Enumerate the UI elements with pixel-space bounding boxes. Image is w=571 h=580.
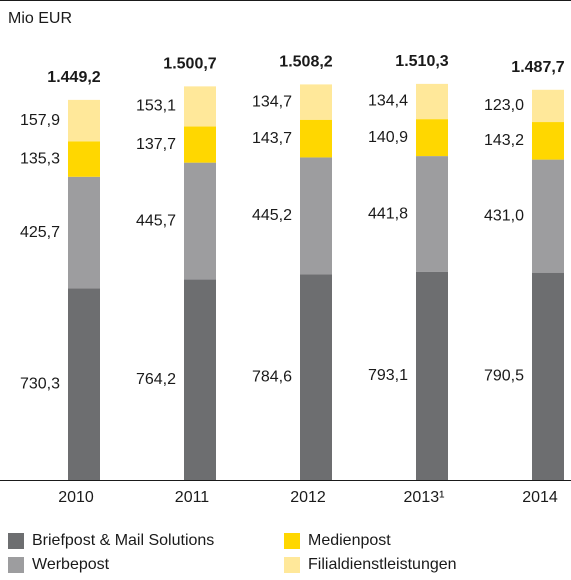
legend-label: Filialdienstleistungen <box>308 556 457 573</box>
legend-label: Briefpost & Mail Solutions <box>32 532 214 549</box>
total-label: 1.449,2 <box>47 69 100 86</box>
bar-segment <box>416 83 448 120</box>
x-tick-label: 2014 <box>522 489 558 506</box>
value-label: 143,2 <box>484 132 524 149</box>
value-label: 425,7 <box>20 224 60 241</box>
value-label: 134,4 <box>368 93 408 110</box>
legend-swatch <box>8 533 24 549</box>
value-label: 793,1 <box>368 367 408 384</box>
bar-segment <box>532 122 564 160</box>
value-label: 784,6 <box>252 368 292 385</box>
bar-segment <box>184 86 216 127</box>
value-label: 431,0 <box>484 207 524 224</box>
value-label: 140,9 <box>368 129 408 146</box>
legend-label: Werbepost <box>32 556 110 573</box>
bar-segment <box>184 279 216 480</box>
bar-segment <box>416 271 448 480</box>
total-label: 1.500,7 <box>163 56 216 73</box>
value-label: 157,9 <box>20 112 60 129</box>
bar-segment <box>68 141 100 177</box>
total-label: 1.487,7 <box>511 59 564 76</box>
x-tick-label: 2011 <box>175 489 210 506</box>
value-label: 153,1 <box>136 98 176 115</box>
bar-segment <box>300 157 332 275</box>
x-tick-label: 2013¹ <box>404 489 445 506</box>
legend-swatch <box>8 557 24 573</box>
value-label: 764,2 <box>136 371 176 388</box>
total-label: 1.508,2 <box>279 54 332 71</box>
bar-segment <box>300 119 332 158</box>
legend-swatch <box>284 533 300 549</box>
value-label: 143,7 <box>252 130 292 147</box>
x-tick-label: 2012 <box>290 489 326 506</box>
value-label: 123,0 <box>484 97 524 114</box>
value-label: 135,3 <box>20 150 60 167</box>
bar-segment <box>68 176 100 289</box>
bar-segment <box>300 274 332 480</box>
legend-label: Medienpost <box>308 532 391 549</box>
value-label: 445,7 <box>136 212 176 229</box>
x-tick-label: 2010 <box>58 489 94 506</box>
bar-segment <box>68 99 100 142</box>
bar-segment <box>416 156 448 272</box>
bar-segment <box>532 159 564 273</box>
bar-segment <box>532 272 564 480</box>
value-label: 137,7 <box>136 136 176 153</box>
value-label: 790,5 <box>484 368 524 385</box>
total-label: 1.510,3 <box>395 53 448 70</box>
value-label: 134,7 <box>252 93 292 110</box>
bar-segment <box>416 119 448 157</box>
bar-segment <box>68 288 100 480</box>
bar-segment <box>184 162 216 280</box>
value-label: 441,8 <box>368 205 408 222</box>
value-label: 445,2 <box>252 207 292 224</box>
bar-segment <box>300 84 332 120</box>
value-label: 730,3 <box>20 375 60 392</box>
bar-segment <box>184 126 216 163</box>
y-axis-label: Mio EUR <box>8 10 72 27</box>
bar-segment <box>532 89 564 123</box>
legend-swatch <box>284 557 300 573</box>
